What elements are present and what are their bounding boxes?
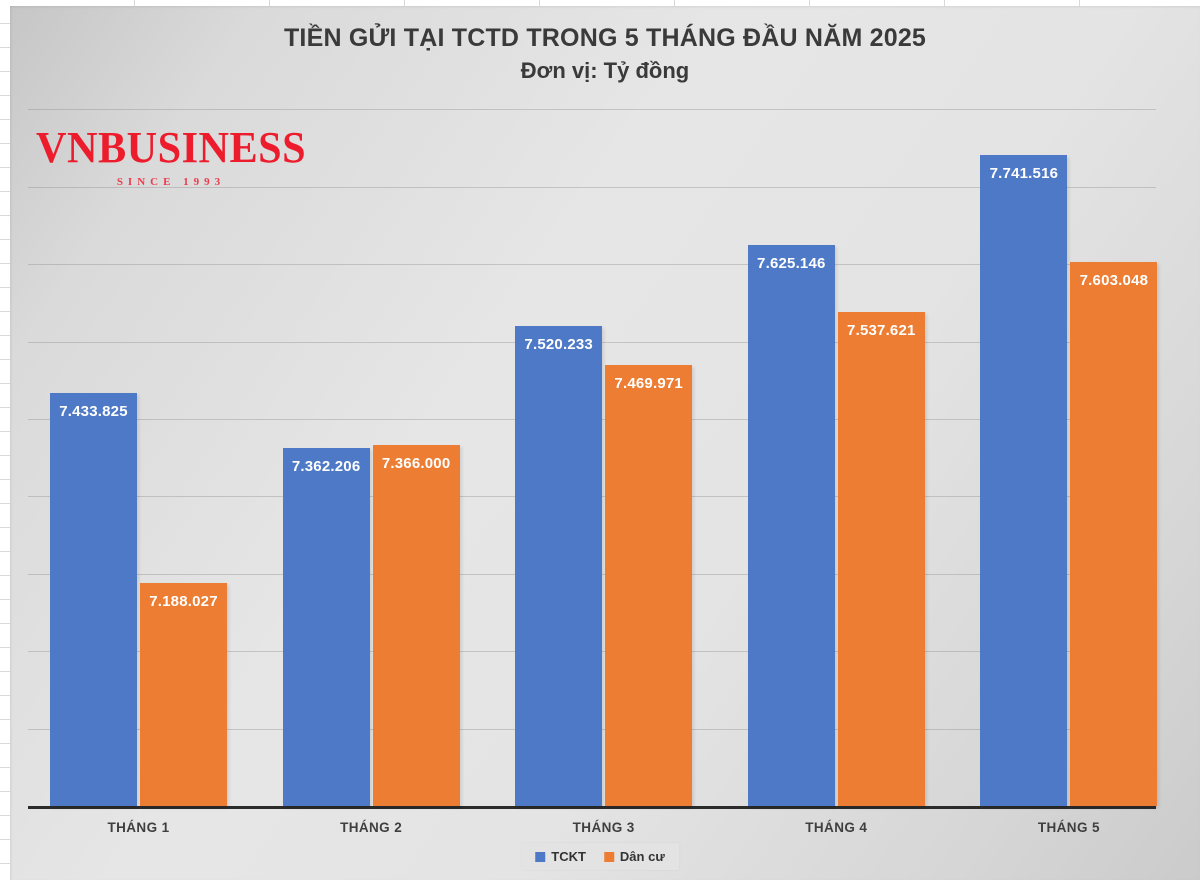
bar-dân-cư-5: 7.603.048 xyxy=(1070,261,1158,806)
bar-dân-cư-4: 7.537.621 xyxy=(837,312,925,806)
bar-value-label: 7.469.971 xyxy=(614,374,683,392)
bar-value-label: 7.537.621 xyxy=(847,322,916,340)
logo-tagline: SINCE 1993 xyxy=(116,176,226,188)
x-axis-label-4: THÁNG 4 xyxy=(805,820,868,835)
bar-tckt-3: 7.520.233 xyxy=(515,325,603,806)
bar-dân-cư-1: 7.188.027 xyxy=(140,583,227,806)
bar-tckt-5: 7.741.516 xyxy=(980,154,1068,806)
bar-tckt-2: 7.362.206 xyxy=(282,448,370,806)
x-axis-label-5: THÁNG 5 xyxy=(1037,820,1100,835)
x-axis-label-1: THÁNG 1 xyxy=(107,820,170,835)
gridline xyxy=(28,109,1156,111)
bar-tckt-4: 7.625.146 xyxy=(747,244,835,806)
gridline xyxy=(28,264,1156,266)
legend-swatch-icon xyxy=(603,851,614,862)
gridline xyxy=(28,186,1156,188)
bar-dân-cư-2: 7.366.000 xyxy=(372,445,460,806)
x-axis-label-3: THÁNG 3 xyxy=(572,820,635,835)
legend-label: TCKT xyxy=(551,849,586,864)
legend-item-dân-cư: Dân cư xyxy=(603,849,665,864)
legend-swatch-icon xyxy=(535,851,546,862)
legend-item-tckt: TCKT xyxy=(535,849,586,864)
bar-value-label: 7.433.825 xyxy=(59,402,128,420)
bar-value-label: 7.625.146 xyxy=(757,254,826,272)
vnbusiness-logo: VNBUSINESS SINCE 1993 xyxy=(36,122,306,188)
bar-dân-cư-3: 7.469.971 xyxy=(605,364,693,806)
bar-value-label: 7.520.233 xyxy=(524,335,593,353)
spreadsheet-top-edge xyxy=(0,0,1200,6)
chart-title: TIỀN GỬI TẠI TCTD TRONG 5 THÁNG ĐẦU NĂM … xyxy=(283,24,927,52)
bar-value-label: 7.188.027 xyxy=(149,593,218,611)
bar-value-label: 7.603.048 xyxy=(1079,271,1149,289)
legend: TCKT Dân cư xyxy=(521,843,679,870)
x-axis-line xyxy=(28,806,1156,809)
bar-value-label: 7.362.206 xyxy=(291,458,361,476)
bar-value-label: 7.366.000 xyxy=(381,455,451,473)
x-axis-label-2: THÁNG 2 xyxy=(340,820,403,835)
legend-label: Dân cư xyxy=(619,849,665,864)
logo-wordmark: VNBUSINESS xyxy=(36,123,307,172)
chart-subtitle: Đơn vị: Tỷ đồng xyxy=(520,58,690,83)
bar-value-label: 7.741.516 xyxy=(989,164,1059,182)
spreadsheet-left-edge xyxy=(0,0,10,880)
bar-tckt-1: 7.433.825 xyxy=(50,392,137,806)
